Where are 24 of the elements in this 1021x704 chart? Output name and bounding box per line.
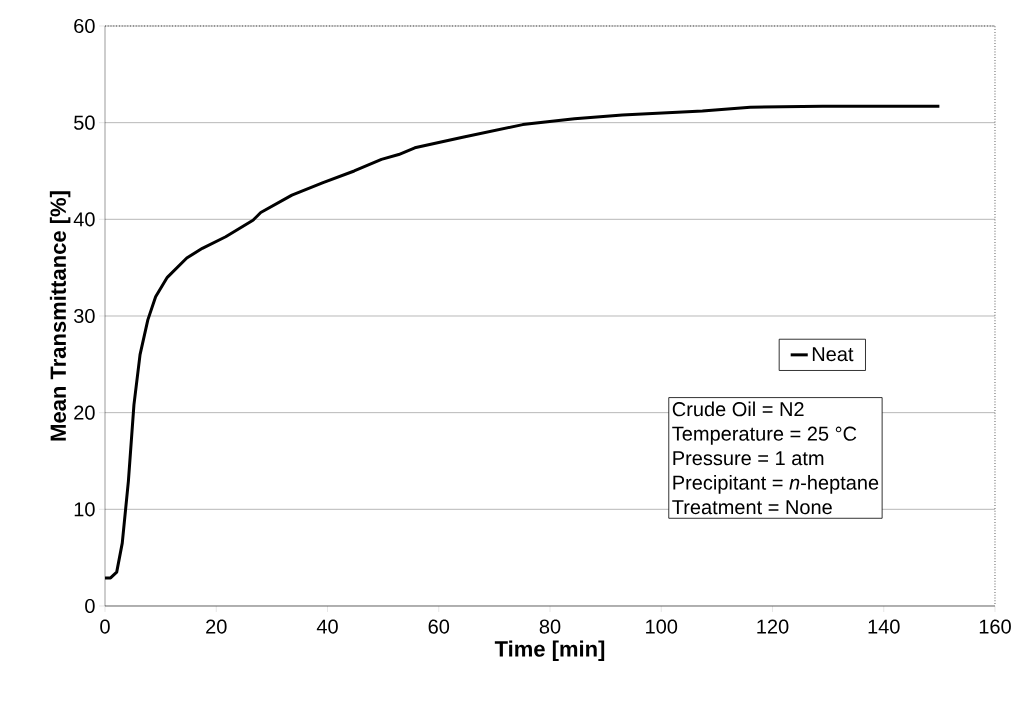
x-tick-label: 100 bbox=[646, 619, 678, 634]
annotation: Temperature = 25 °C bbox=[672, 426, 857, 445]
annotation: Precipitant = n-heptane bbox=[673, 475, 879, 494]
y-axis-title: Mean Transmittance [%] bbox=[49, 191, 71, 441]
y-tick-label: 10 bbox=[74, 502, 95, 517]
y-tick-label: 50 bbox=[74, 115, 95, 130]
x-tick-label: 120 bbox=[757, 619, 789, 634]
annotation: Treatment = None bbox=[672, 500, 832, 515]
x-tick-label: 20 bbox=[206, 619, 227, 634]
annotation: Pressure = 1 atm bbox=[673, 451, 824, 466]
x-tick-label: 0 bbox=[100, 619, 110, 634]
x-tick-label: 80 bbox=[539, 619, 561, 634]
x-axis-title: Time [min] bbox=[494, 640, 605, 662]
x-tick-label: 140 bbox=[868, 619, 900, 634]
y-tick-label: 40 bbox=[73, 212, 95, 227]
y-tick-label: 0 bbox=[85, 598, 95, 614]
x-tick-label: 60 bbox=[428, 619, 450, 634]
y-tick-label: 30 bbox=[74, 308, 95, 324]
y-tick-label: 20 bbox=[74, 405, 95, 420]
annotation: Crude Oil = N2 bbox=[672, 401, 804, 417]
y-tick-label: 60 bbox=[74, 18, 95, 34]
x-tick-label: 160 bbox=[979, 619, 1011, 634]
legend-label: Neat bbox=[812, 347, 854, 362]
x-tick-label: 40 bbox=[316, 619, 338, 634]
